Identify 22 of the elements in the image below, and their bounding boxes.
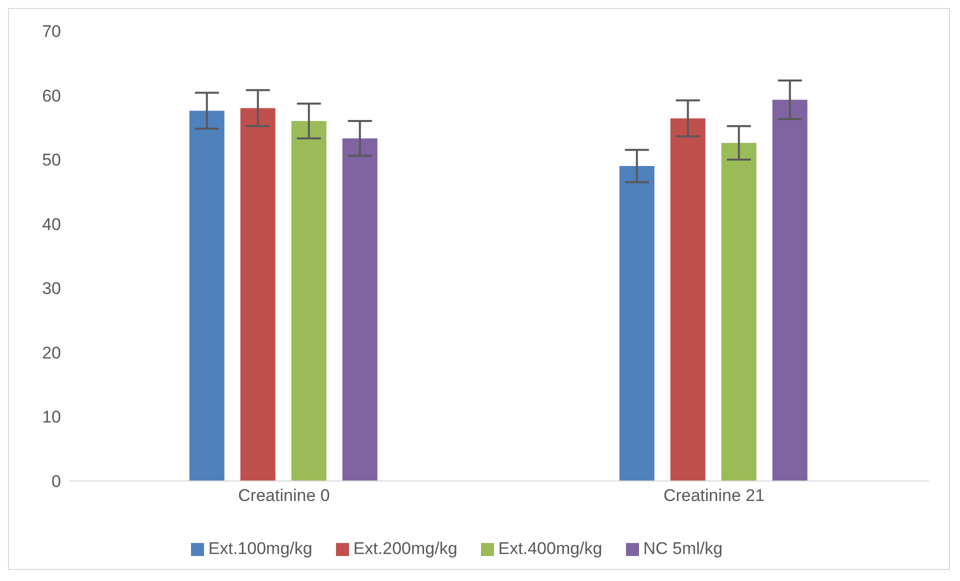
x-tick-label: Creatinine 0 [238, 486, 330, 506]
bar [772, 100, 808, 481]
bar [721, 142, 756, 481]
y-tick-label: 40 [42, 214, 61, 234]
legend-label: Ext.100mg/kg [208, 539, 312, 558]
x-tick-label: Creatinine 21 [663, 486, 765, 506]
y-tick-label: 50 [42, 150, 61, 170]
bar [291, 121, 326, 481]
bar [189, 110, 224, 481]
y-tick-label: 10 [42, 408, 61, 427]
y-tick-label: 70 [42, 22, 61, 42]
y-tick-label: 60 [42, 86, 61, 106]
bar [619, 166, 654, 481]
y-tick-label: 20 [42, 343, 61, 362]
legend-label: NC 5ml/kg [643, 539, 723, 558]
y-tick-label: 30 [42, 279, 61, 298]
legend-label: Ext.200mg/kg [353, 539, 458, 558]
bar [670, 118, 706, 481]
bar [342, 138, 378, 481]
y-tick-label: 0 [52, 472, 61, 492]
bar [240, 108, 276, 481]
legend-label: Ext.400mg/kg [498, 539, 602, 558]
